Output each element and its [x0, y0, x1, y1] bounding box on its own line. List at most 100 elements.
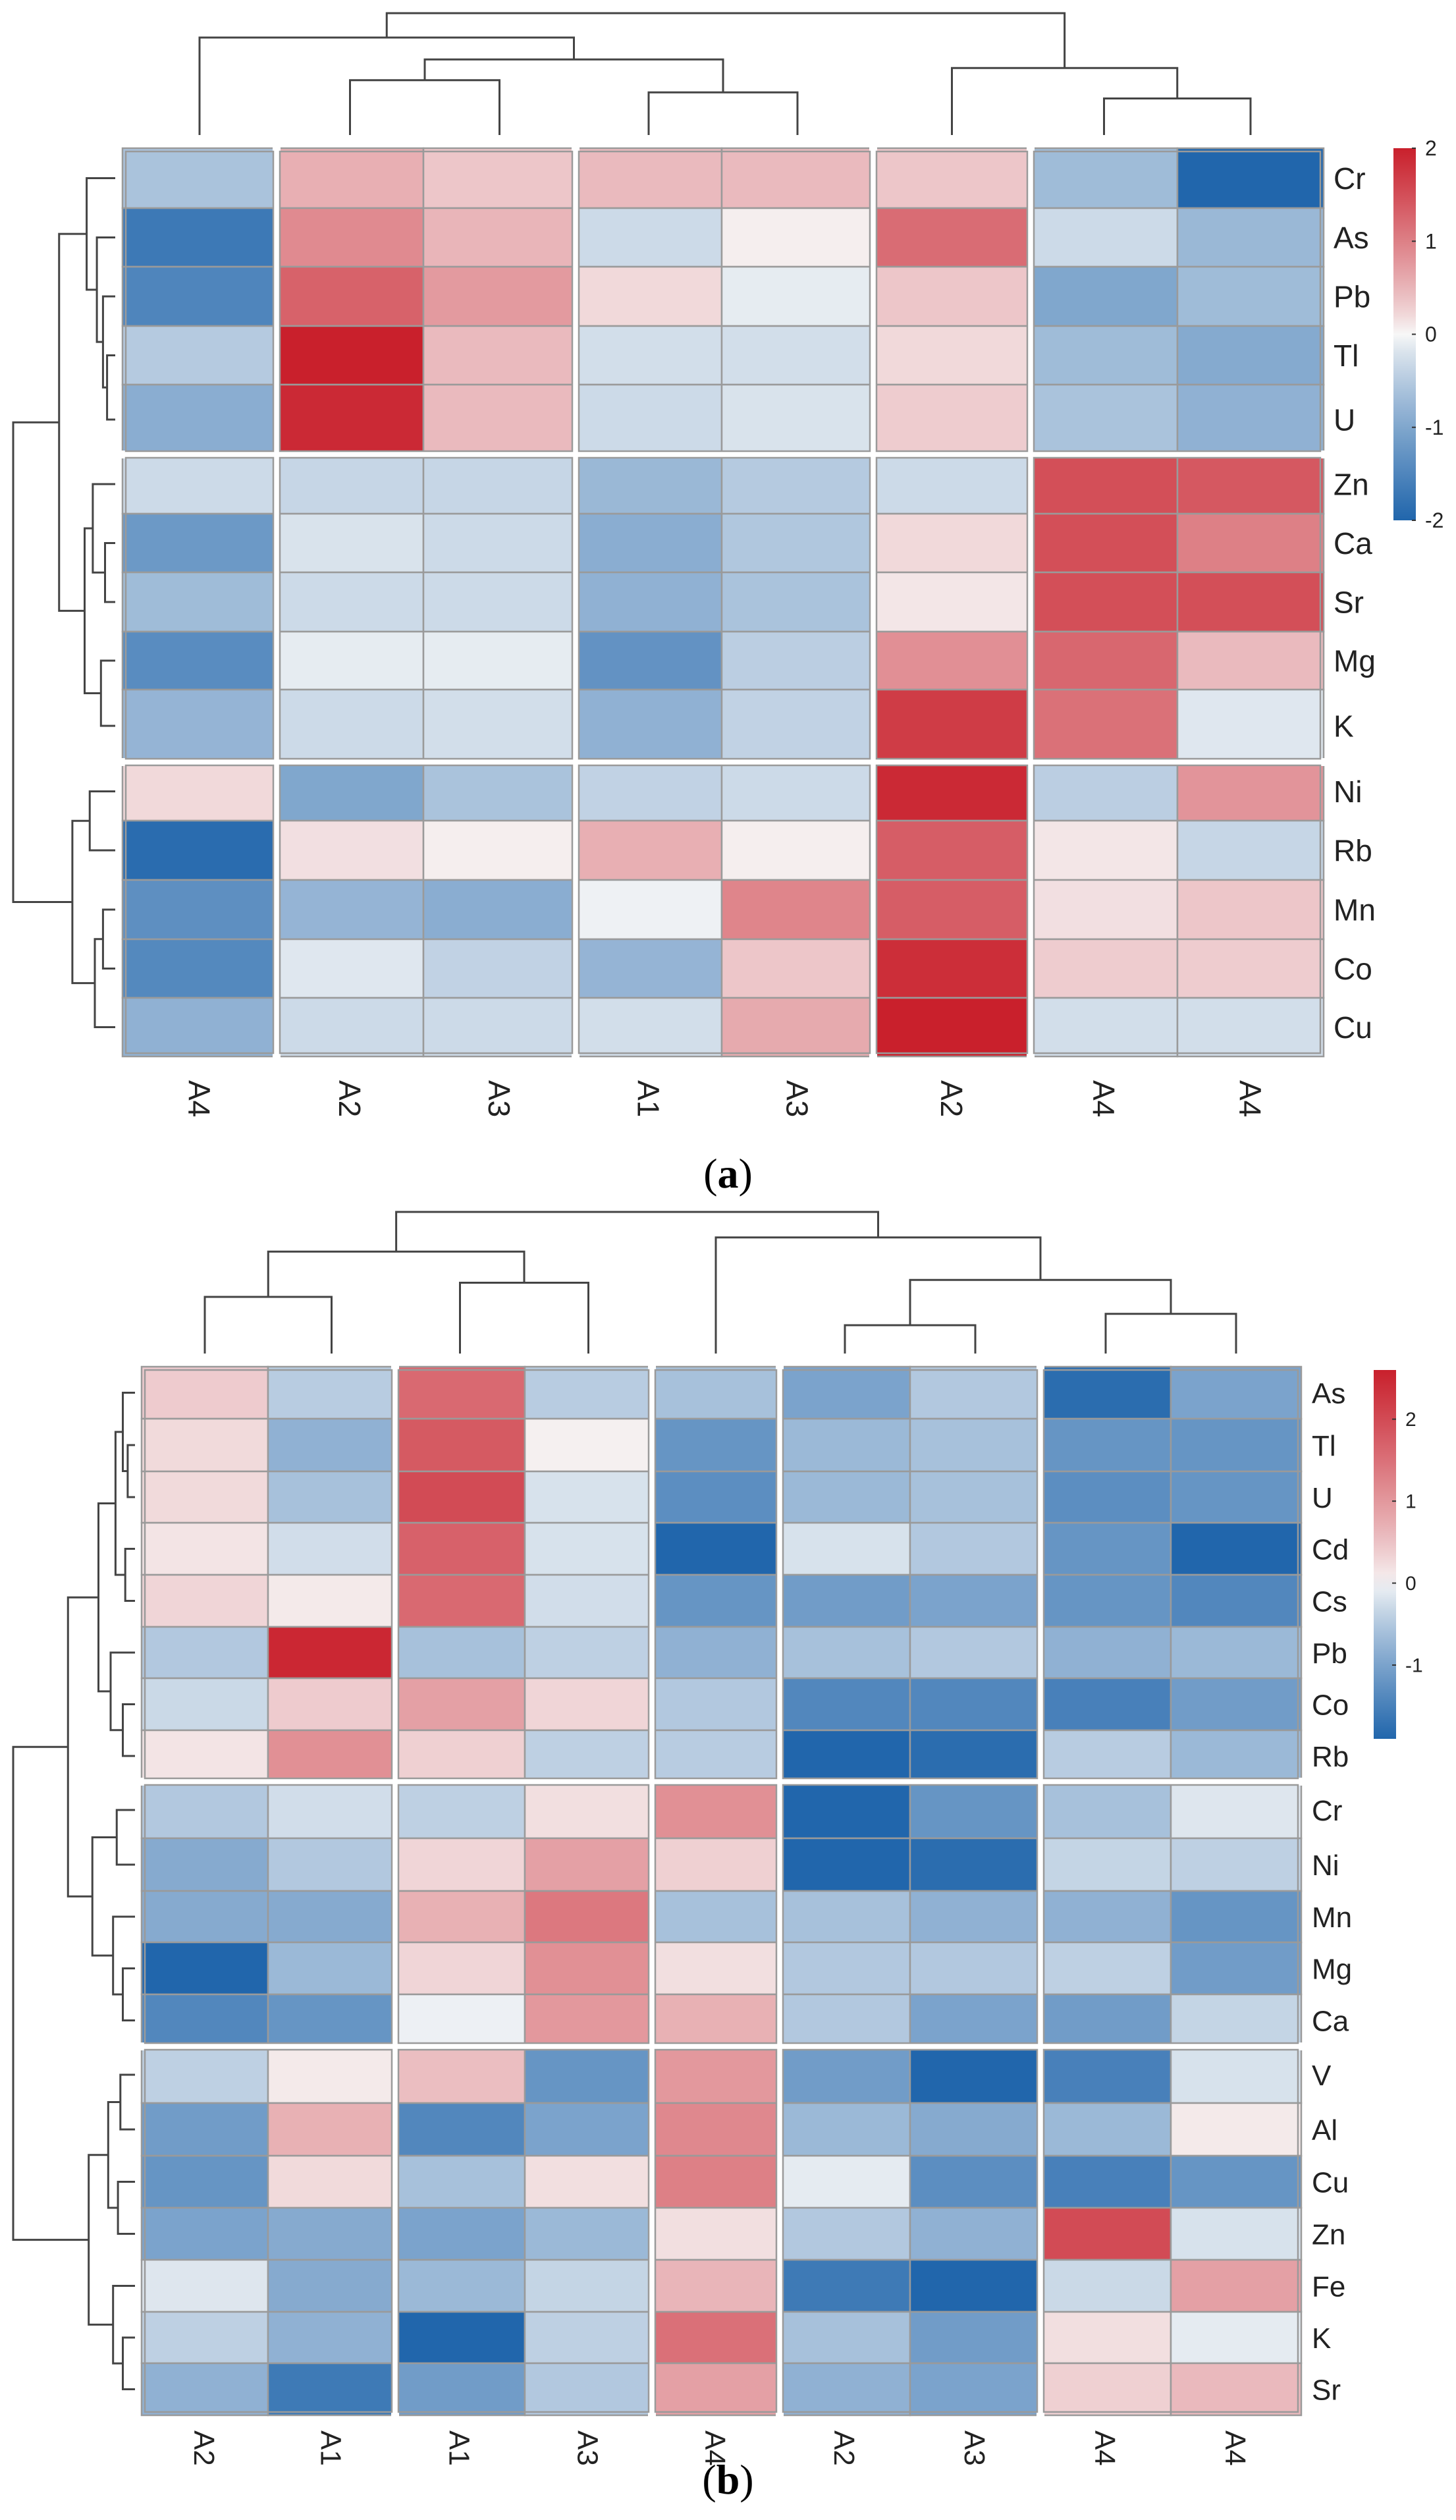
heatmap-cell: [909, 2311, 1042, 2365]
heatmap-cell: [1029, 453, 1179, 515]
heatmap-cell: [121, 571, 278, 633]
heatmap-cell: [872, 819, 1032, 881]
cluster-block-outline: [654, 1784, 778, 2044]
heatmap-cell: [778, 2102, 911, 2157]
heatmap-cell: [872, 879, 1032, 941]
heatmap-cell: [140, 1626, 269, 1680]
row-dendrogram-branch: [58, 233, 87, 612]
heatmap-cell: [651, 2102, 781, 2157]
heatmap-cell: [1039, 2206, 1172, 2261]
heatmap-cell: [121, 997, 278, 1058]
row-label: Sr: [1334, 586, 1364, 620]
heatmap-cell: [394, 1417, 526, 1473]
caption-b-close: ): [740, 2456, 754, 2503]
heatmap-cell: [140, 2206, 269, 2261]
row-dendrogram-branch: [99, 659, 115, 727]
heatmap-cell: [394, 2102, 526, 2157]
heatmap-cell: [1170, 1521, 1303, 1576]
heatmap-cell: [1039, 1470, 1172, 1524]
heatmap-cell: [1039, 1574, 1172, 1628]
heatmap-cell: [140, 2362, 269, 2417]
heatmap-cell: [872, 761, 1032, 822]
heatmap-cell: [574, 265, 723, 327]
row-label: Cs: [1312, 1585, 1347, 1618]
row-label: Cu: [1334, 1010, 1372, 1045]
column-label: A4: [182, 1080, 216, 1117]
dendrograms-b: [12, 1211, 1237, 2390]
heatmap-cell: [140, 1677, 269, 1732]
row-dendrogram-branch: [112, 2285, 135, 2365]
heatmap-cell: [524, 1365, 653, 1420]
panel-a-caption: (a): [0, 1149, 1456, 1198]
heatmap-cell: [778, 2311, 911, 2365]
heatmap-cell: [140, 1521, 269, 1576]
heatmap-cell: [422, 383, 577, 456]
heatmap-cell: [720, 325, 875, 386]
heatmap-cell: [909, 1780, 1042, 1840]
heatmap-cell: [778, 2362, 911, 2417]
heatmap-cell: [394, 2045, 526, 2104]
heatmap-cell: [1039, 2259, 1172, 2313]
heatmap-cell: [651, 2045, 781, 2104]
row-label: Ni: [1312, 1849, 1339, 1882]
heatmap-cell: [140, 1780, 269, 1840]
heatmap-cell: [872, 512, 1032, 574]
cluster-block-outline: [1042, 1369, 1299, 1780]
heatmap-cell: [140, 1890, 269, 1944]
heatmap-cell: [720, 147, 875, 209]
column-label: A2: [828, 2430, 860, 2466]
heatmap-cell: [720, 207, 875, 268]
row-label: Mg: [1312, 1953, 1352, 1985]
heatmap-cell: [140, 1837, 269, 1892]
heatmap-cell: [778, 1417, 911, 1473]
row-dendrogram-branch: [122, 1967, 135, 2021]
heatmap-cell: [651, 2206, 781, 2261]
heatmap-cell: [394, 1626, 526, 1680]
heatmap-cell: [140, 2311, 269, 2365]
heatmap-cell: [778, 2259, 911, 2313]
colorbar-tick-label: 0: [1405, 1573, 1416, 1595]
heatmap-cell: [909, 1521, 1042, 1576]
column-labels-b: A2 A1 A1 A3 A4 A2 A3 A4 A4: [188, 2430, 1251, 2466]
heatmap-cell: [1170, 2259, 1303, 2313]
heatmap-cell: [1170, 1626, 1303, 1680]
heatmap-cell: [524, 2154, 653, 2209]
heatmap-cell: [1176, 688, 1325, 763]
heatmap-cell: [574, 879, 723, 941]
heatmap-cell: [1170, 2154, 1303, 2209]
row-label: Rb: [1334, 834, 1372, 868]
row-label: Mn: [1312, 1902, 1352, 1934]
cluster-block-outline: [782, 1369, 1038, 1780]
heatmap-cell: [422, 265, 577, 327]
heatmap-cell: [778, 1365, 911, 1420]
heatmap-cell: [1176, 630, 1325, 691]
heatmap-cell: [574, 630, 723, 691]
heatmap-cell: [1170, 1729, 1303, 1783]
heatmap-cell: [1029, 571, 1179, 633]
heatmap-cell: [1029, 997, 1179, 1058]
heatmap-cell: [422, 630, 577, 691]
heatmap-cell: [720, 630, 875, 691]
heatmap-cell: [909, 1941, 1042, 1996]
heatmap-cell: [909, 1470, 1042, 1524]
heatmap-cell: [872, 383, 1032, 456]
column-dendrogram-branch: [459, 1282, 589, 1354]
cluster-block-outline: [578, 456, 871, 760]
heatmap-cell: [651, 1780, 781, 1840]
column-dendrogram-branch: [647, 91, 799, 135]
heatmap-cell: [1039, 1365, 1172, 1420]
heatmap-cell: [267, 1626, 396, 1680]
heatmap-cell: [778, 1574, 911, 1628]
row-dendrogram-branch: [117, 2181, 135, 2235]
heatmap-cell: [778, 2206, 911, 2261]
heatmap-cell: [1170, 1837, 1303, 1892]
heatmap-cell: [1170, 1574, 1303, 1628]
heatmap-cell: [140, 2259, 269, 2313]
row-dendrogram-branch: [88, 2154, 113, 2326]
heatmap-cell: [267, 2154, 396, 2209]
heatmap-cell: [422, 819, 577, 881]
heatmap-cell: [574, 512, 723, 574]
row-label: Rb: [1312, 1741, 1349, 1773]
heatmap-cell: [574, 383, 723, 456]
row-label: Sr: [1312, 2374, 1341, 2406]
